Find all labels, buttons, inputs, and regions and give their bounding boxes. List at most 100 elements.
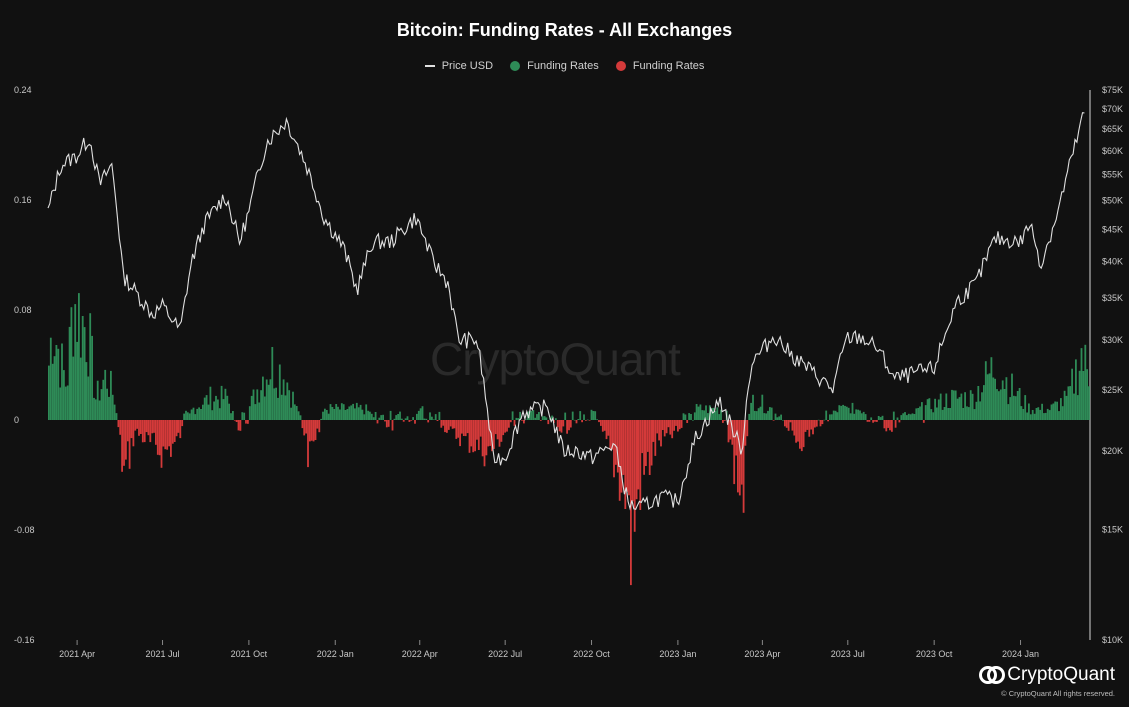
funding-rate-bar <box>49 337 52 420</box>
funding-rate-bar <box>568 420 570 431</box>
funding-rate-bar <box>631 420 634 502</box>
funding-rate-bar <box>860 413 863 420</box>
funding-rate-bar <box>1043 413 1045 420</box>
funding-rate-bar <box>866 420 869 422</box>
funding-rate-bar <box>459 420 461 447</box>
funding-rate-bar <box>770 407 773 420</box>
funding-rate-bar <box>688 413 690 420</box>
funding-rate-bar <box>235 420 238 422</box>
x-tick-label: 2022 Jan <box>317 649 354 659</box>
funding-rate-bar <box>851 402 854 420</box>
cryptoquant-logo-icon <box>979 666 1006 684</box>
funding-rate-bar <box>849 413 852 420</box>
funding-rate-bar <box>1088 386 1090 420</box>
funding-rate-bar <box>470 420 473 447</box>
funding-rate-bar <box>87 376 90 420</box>
funding-rate-bar <box>665 420 668 434</box>
funding-rate-bar <box>48 365 50 420</box>
funding-rate-bar <box>697 406 700 420</box>
funding-rate-bar <box>693 412 696 420</box>
funding-rate-bar <box>312 420 315 442</box>
funding-rate-bar <box>393 418 396 420</box>
funding-rate-bar <box>746 420 749 437</box>
funding-rate-bar <box>654 420 657 456</box>
funding-rate-bar <box>917 408 920 420</box>
funding-rate-bar <box>282 379 285 420</box>
funding-rate-bar <box>220 385 223 420</box>
funding-rate-bar <box>998 391 1000 420</box>
brand: CryptoQuant <box>979 664 1115 686</box>
funding-rate-bar <box>449 420 452 427</box>
funding-rate-bar <box>211 410 214 420</box>
funding-rate-bar <box>262 376 264 420</box>
funding-rate-bar <box>213 401 215 420</box>
funding-rate-bar <box>815 420 818 427</box>
funding-rate-bar <box>1078 370 1081 420</box>
funding-rate-bar <box>83 327 86 420</box>
funding-rate-bar <box>797 420 799 442</box>
funding-rate-bar <box>585 420 587 421</box>
funding-rate-bar <box>267 384 270 420</box>
funding-rate-bar <box>196 408 199 420</box>
funding-rate-bar <box>117 420 120 428</box>
funding-rate-bar <box>1063 390 1066 420</box>
funding-rate-bar <box>324 408 326 420</box>
funding-rate-bar <box>271 347 274 420</box>
right-tick-label: $10K <box>1102 635 1123 645</box>
funding-rate-bar <box>795 420 797 443</box>
funding-rate-bar <box>1029 414 1032 420</box>
funding-rate-bar <box>613 420 615 478</box>
funding-rate-bar <box>350 405 353 420</box>
funding-rate-bar <box>983 385 985 420</box>
funding-rate-bar <box>98 400 101 420</box>
funding-rate-bar <box>748 413 751 420</box>
funding-rate-bar <box>609 420 612 450</box>
right-tick-label: $65K <box>1102 124 1123 134</box>
funding-rate-bar <box>509 420 512 423</box>
funding-rate-bar <box>718 414 721 420</box>
funding-rate-bar <box>891 420 893 432</box>
x-tick-label: 2024 Jan <box>1002 649 1039 659</box>
funding-rate-bar <box>558 420 561 432</box>
funding-rate-bar <box>802 420 805 448</box>
funding-rate-bar <box>113 404 116 420</box>
funding-rate-bar <box>716 407 719 420</box>
funding-rate-bar <box>1061 406 1064 420</box>
funding-rate-bar <box>592 411 595 420</box>
funding-rate-bar <box>819 420 822 427</box>
funding-rate-bar <box>611 420 613 450</box>
funding-rate-bar <box>370 413 373 420</box>
funding-rate-bar <box>812 420 814 435</box>
funding-rate-bar <box>842 404 844 420</box>
funding-rate-bar <box>656 420 659 434</box>
funding-rate-bar <box>671 420 674 439</box>
funding-rate-bar <box>425 418 428 420</box>
legend-dot-red <box>615 61 626 72</box>
legend-dot-green <box>510 61 521 72</box>
funding-rate-bar <box>1065 395 1068 420</box>
funding-rate-bar <box>969 390 972 420</box>
funding-rate-bar <box>951 389 953 420</box>
left-tick-label: 0.08 <box>14 305 32 315</box>
funding-rate-bar <box>245 420 247 424</box>
funding-rate-bar <box>81 316 84 420</box>
legend-item-price[interactable]: Price USD <box>424 60 493 72</box>
funding-rate-bar <box>140 420 142 434</box>
funding-rate-bar <box>331 407 334 420</box>
funding-rate-bar <box>907 413 910 420</box>
funding-rate-bar <box>780 414 782 420</box>
funding-rate-bar <box>975 401 978 420</box>
funding-rate-bar <box>391 420 394 431</box>
left-tick-label: -0.16 <box>14 635 35 645</box>
funding-rate-bar <box>228 403 230 420</box>
legend-item-funding-positive[interactable]: Funding Rates <box>510 60 599 72</box>
funding-rate-bar <box>1084 344 1087 420</box>
legend-item-funding-negative[interactable]: Funding Rates <box>615 60 704 72</box>
funding-rate-bar <box>618 420 621 501</box>
funding-rate-bar <box>61 343 63 420</box>
funding-rate-bar <box>504 420 506 433</box>
funding-rate-bar <box>432 419 435 420</box>
funding-rate-bar <box>250 395 253 420</box>
funding-rate-bar <box>838 405 841 420</box>
funding-rate-bar <box>342 404 345 420</box>
